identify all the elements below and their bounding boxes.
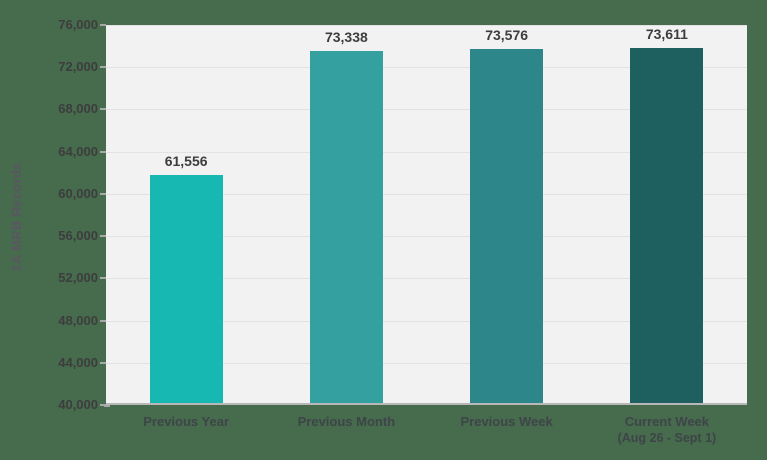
gridline: [106, 320, 747, 322]
bar-previous-year: [149, 175, 223, 403]
y-tick-label: 72,000: [58, 59, 98, 75]
x-tick-label: Current Week: [624, 414, 710, 429]
y-tick-mark: [100, 404, 106, 406]
x-tick: Previous Week: [417, 413, 597, 430]
gridline: [106, 67, 747, 69]
y-tick-label: 76,000: [58, 17, 98, 32]
bar-previous-week: [470, 48, 544, 403]
y-tick-label: 40,000: [58, 397, 98, 412]
gridline: [106, 362, 747, 364]
y-tick-label: 68,000: [58, 101, 98, 117]
gridline: [106, 25, 747, 26]
x-tick-label: Previous Week: [460, 414, 553, 429]
gridline: [106, 236, 747, 238]
y-tick-mark: [100, 150, 106, 153]
y-tick-mark: [100, 192, 106, 195]
y-tick-label: 44,000: [58, 354, 98, 370]
gridline: [106, 193, 747, 195]
x-tick-label: Previous Month: [297, 414, 396, 429]
x-tick-sublabel: (Aug 26 - Sept 1): [617, 431, 717, 445]
y-tick-mark: [100, 319, 106, 322]
y-tick-mark: [100, 361, 106, 364]
x-tick: Current Week (Aug 26 - Sept 1): [577, 413, 757, 447]
bar-value-label: 61,556: [164, 153, 208, 170]
y-tick-mark: [100, 108, 106, 111]
y-tick-label: 56,000: [58, 228, 98, 244]
bar-value-label: 73,611: [645, 26, 688, 43]
gridline: [106, 109, 747, 111]
y-tick-mark: [100, 277, 106, 280]
bar-current-week: [630, 48, 704, 403]
y-tick-mark: [100, 66, 106, 69]
bar-value-label: 73,338: [324, 29, 368, 46]
bar-previous-month: [309, 51, 383, 403]
y-tick-mark: [100, 235, 106, 238]
x-tick-label: Previous Year: [143, 414, 229, 429]
y-tick-label: 60,000: [58, 185, 98, 201]
y-tick-label: 64,000: [58, 143, 98, 159]
x-tick: Previous Year: [96, 413, 276, 430]
bar-value-label: 73,576: [485, 26, 529, 43]
plot-area: [106, 25, 747, 405]
gridline: [106, 278, 747, 280]
y-tick-label: 48,000: [58, 312, 98, 328]
x-tick: Previous Month: [256, 413, 436, 430]
y-tick-mark: [100, 24, 106, 26]
y-tick-label: 52,000: [58, 270, 98, 286]
x-axis-origin-tick: [104, 405, 110, 407]
gridline: [106, 151, 747, 153]
